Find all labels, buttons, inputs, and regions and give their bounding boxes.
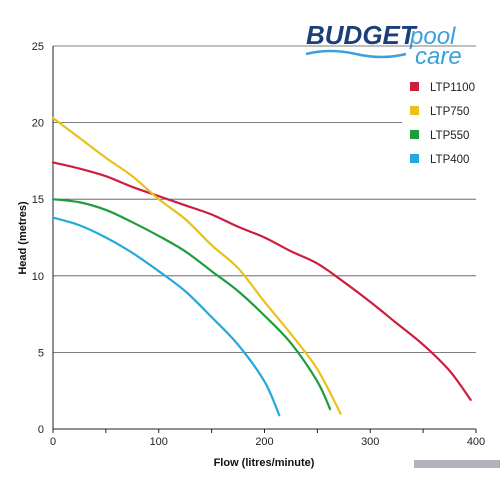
y-tick-label-2: 10 [32,271,44,283]
axes [52,46,477,433]
legend-label-ltp550: LTP550 [430,130,469,142]
x-axis-title: Flow (litres/minute) [214,457,315,469]
logo-word-care: care [415,43,462,70]
legend-swatch-ltp400 [410,154,419,163]
y-axis-title: Head (metres) [17,201,29,275]
series-lines [51,116,472,417]
y-tick-label-5: 25 [32,41,44,53]
y-tick-label-3: 15 [32,194,44,206]
y-tick-label-1: 5 [38,347,44,359]
legend-swatch-ltp1100 [410,82,419,91]
series-line-ltp750 [51,116,342,415]
logo-word-budget: BUDGET [306,20,418,50]
legend-label-ltp1100: LTP1100 [430,82,475,94]
legend-label-ltp400: LTP400 [430,154,469,166]
series-line-ltp400 [51,216,281,417]
x-tick-label-0: 0 [50,436,56,448]
corner-bar [414,460,500,468]
y-tick-label-0: 0 [38,424,44,436]
grid-lines [53,45,476,353]
x-tick-labels: 0 100 200 300 400 [50,436,485,448]
y-tick-labels: 0 5 10 15 20 25 [32,41,44,436]
logo-word-pool: pool [409,23,456,50]
y-tick-label-4: 20 [32,118,44,130]
x-tick-label-4: 400 [467,436,485,448]
x-tick-label-2: 200 [255,436,273,448]
series-line-ltp550 [51,198,332,411]
legend: LTP1100 LTP750 LTP550 LTP400 [410,82,475,166]
x-tick-label-3: 300 [361,436,379,448]
x-tick-label-1: 100 [150,436,168,448]
series-line-ltp1100 [51,161,472,401]
logo-wave-icon [305,49,407,59]
legend-swatch-ltp550 [410,130,419,139]
legend-swatch-ltp750 [410,106,419,115]
legend-label-ltp750: LTP750 [430,106,469,118]
brand-logo: BUDGET pool care [305,20,462,70]
